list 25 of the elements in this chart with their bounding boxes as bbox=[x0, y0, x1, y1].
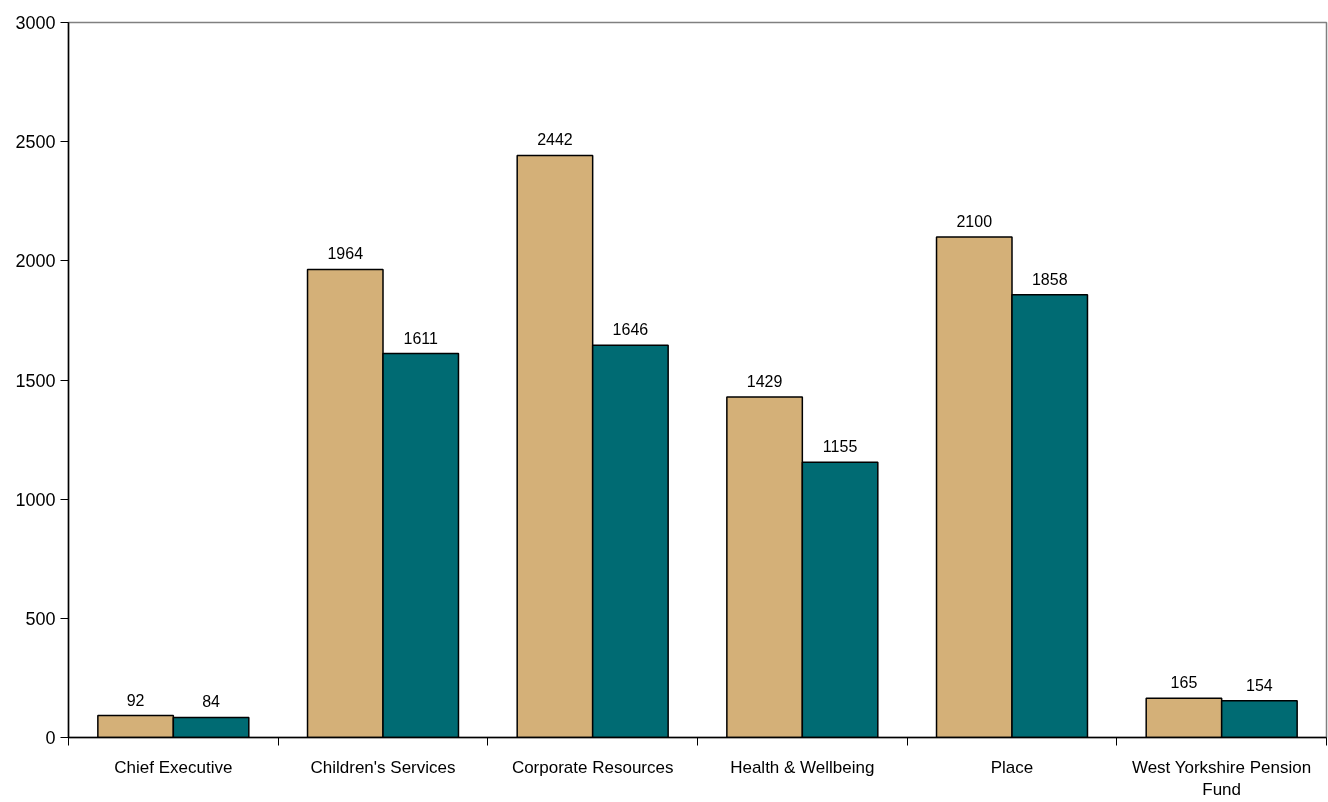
data-label: 1858 bbox=[1031, 270, 1068, 288]
data-label: 84 bbox=[202, 693, 221, 711]
y-tick-label: 1500 bbox=[15, 370, 56, 391]
y-tick-label: 2000 bbox=[15, 251, 56, 272]
y-tick-label: 2500 bbox=[15, 132, 56, 153]
y-tick-label: 3000 bbox=[15, 13, 56, 33]
data-label: 154 bbox=[1246, 676, 1273, 694]
data-label: 1611 bbox=[403, 329, 439, 347]
data-label: 1646 bbox=[612, 321, 649, 339]
x-tick-label: Children's Services bbox=[310, 757, 456, 777]
x-tick-label: West Yorkshire Pension Fund bbox=[1131, 757, 1312, 800]
x-tick-label: Health & Wellbeing bbox=[730, 757, 875, 777]
data-label: 1155 bbox=[822, 438, 858, 456]
data-label: 1429 bbox=[746, 372, 783, 390]
data-label: 2100 bbox=[956, 213, 993, 230]
data-label: 165 bbox=[1170, 674, 1198, 692]
x-tick-label: Corporate Resources bbox=[511, 757, 674, 777]
data-label: 1964 bbox=[327, 245, 364, 263]
y-tick-label: 0 bbox=[45, 728, 56, 748]
x-tick-label: Chief Executive bbox=[114, 757, 233, 777]
data-label: 92 bbox=[126, 691, 145, 709]
x-tick-label: Place bbox=[990, 757, 1034, 777]
y-tick-label: 1000 bbox=[15, 489, 56, 510]
y-tick-label: 500 bbox=[25, 608, 56, 629]
data-label: 2442 bbox=[537, 131, 573, 149]
